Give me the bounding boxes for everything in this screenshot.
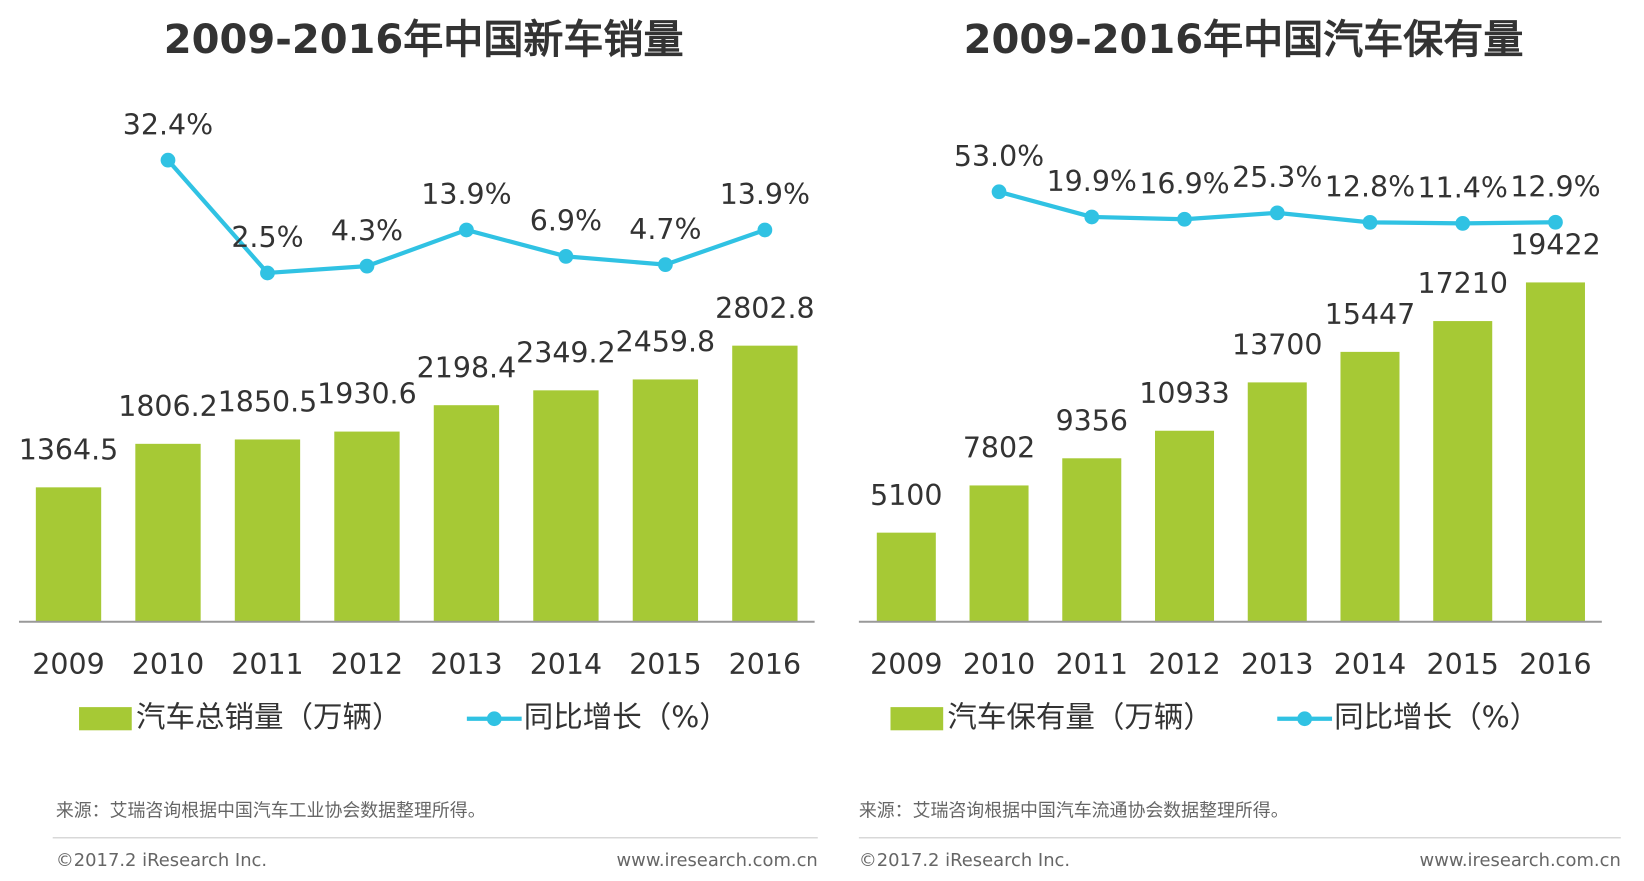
bar-label: 15447 xyxy=(1325,298,1415,331)
bar xyxy=(876,532,936,622)
bar xyxy=(1062,458,1122,622)
bar-label: 1806.2 xyxy=(118,390,218,423)
line-point xyxy=(260,265,275,281)
copyright: ©2017.2 iResearch Inc. xyxy=(859,850,1070,871)
line-point xyxy=(459,222,474,238)
x-tick-label: 2014 xyxy=(1334,648,1406,681)
line-label: 53.0% xyxy=(954,140,1044,173)
bar xyxy=(533,390,599,622)
bar xyxy=(135,443,201,622)
legend-swatch xyxy=(79,707,132,731)
bar-label: 1364.5 xyxy=(19,434,119,467)
line-label: 13.9% xyxy=(421,178,511,211)
bar xyxy=(1340,351,1400,622)
line-label: 32.4% xyxy=(123,108,213,141)
line-label: 12.8% xyxy=(1325,171,1415,204)
x-tick-label: 2009 xyxy=(32,648,104,681)
source: 来源：艾瑞咨询根据中国汽车流通协会数据整理所得。 xyxy=(859,800,1289,821)
line-point xyxy=(1269,205,1285,221)
line-point xyxy=(757,222,773,238)
bar-label: 2349.2 xyxy=(516,337,616,370)
legend-label: 同比增长（%） xyxy=(524,700,729,734)
line-point xyxy=(1084,209,1100,225)
bar xyxy=(35,487,102,622)
website: www.iresearch.com.cn xyxy=(1420,850,1621,871)
bar-label: 5100 xyxy=(870,479,942,512)
legend-swatch xyxy=(890,707,944,731)
x-tick-label: 2016 xyxy=(729,648,801,681)
legend-label: 汽车保有量（万辆） xyxy=(947,700,1213,734)
line-label: 19.9% xyxy=(1047,165,1137,198)
line-label: 12.9% xyxy=(1510,171,1600,204)
bar-label: 13700 xyxy=(1232,329,1322,362)
x-tick-label: 2013 xyxy=(1241,648,1313,681)
x-tick-label: 2016 xyxy=(1519,648,1591,681)
x-tick-label: 2012 xyxy=(331,648,403,681)
bar-label: 10933 xyxy=(1139,377,1229,410)
x-tick-label: 2011 xyxy=(231,648,303,681)
bar xyxy=(433,405,500,622)
copyright: ©2017.2 iResearch Inc. xyxy=(56,850,267,871)
x-tick-label: 2015 xyxy=(1427,648,1499,681)
x-tick-label: 2010 xyxy=(963,648,1035,681)
bar xyxy=(732,345,798,622)
x-tick-label: 2009 xyxy=(870,648,942,681)
line-point xyxy=(1455,216,1471,231)
line-label: 4.7% xyxy=(629,213,701,246)
bar-label: 1930.6 xyxy=(317,378,417,411)
legend-label: 汽车总销量（万辆） xyxy=(136,700,402,734)
line-label: 4.3% xyxy=(331,214,403,247)
bar-label: 1850.5 xyxy=(218,386,318,419)
x-tick-label: 2013 xyxy=(430,648,502,681)
line-label: 25.3% xyxy=(1232,161,1322,194)
line-label: 11.4% xyxy=(1418,172,1508,205)
bar xyxy=(969,485,1029,622)
bar-label: 7802 xyxy=(963,432,1035,465)
line-label: 13.9% xyxy=(720,178,810,211)
line-point xyxy=(160,152,176,168)
source: 来源：艾瑞咨询根据中国汽车工业协会数据整理所得。 xyxy=(56,800,486,821)
bar xyxy=(234,439,301,622)
line-label: 6.9% xyxy=(530,205,602,238)
line-point xyxy=(359,258,375,274)
line-label: 2.5% xyxy=(231,221,303,254)
chart-title: 2009-2016年中国新车销量 xyxy=(164,17,684,63)
bar-label: 2459.8 xyxy=(616,326,716,359)
bar xyxy=(1525,282,1585,622)
bar-label: 9356 xyxy=(1056,404,1128,437)
bar xyxy=(334,431,400,622)
bar-label: 2198.4 xyxy=(417,351,517,384)
x-tick-label: 2011 xyxy=(1056,648,1128,681)
chart-title: 2009-2016年中国汽车保有量 xyxy=(964,17,1524,63)
legend-swatch xyxy=(1297,711,1313,727)
bar-label: 2802.8 xyxy=(715,292,815,325)
x-tick-label: 2012 xyxy=(1148,648,1220,681)
line-point xyxy=(558,248,574,264)
line-point xyxy=(991,184,1007,200)
line-point xyxy=(1177,211,1192,227)
bar xyxy=(632,379,699,622)
x-tick-label: 2015 xyxy=(629,648,701,681)
legend-swatch xyxy=(486,711,502,727)
legend-label: 同比增长（%） xyxy=(1334,700,1539,734)
line-point xyxy=(1362,214,1378,230)
bar xyxy=(1433,321,1493,622)
bar xyxy=(1155,430,1215,622)
bar-label: 17210 xyxy=(1417,267,1507,300)
line-point xyxy=(1548,214,1563,230)
bar-label: 19422 xyxy=(1510,229,1600,262)
website: www.iresearch.com.cn xyxy=(617,850,818,871)
bar xyxy=(1247,382,1307,622)
x-tick-label: 2014 xyxy=(530,648,602,681)
line-point xyxy=(658,257,673,273)
line-label: 16.9% xyxy=(1139,168,1229,201)
x-tick-label: 2010 xyxy=(132,648,204,681)
